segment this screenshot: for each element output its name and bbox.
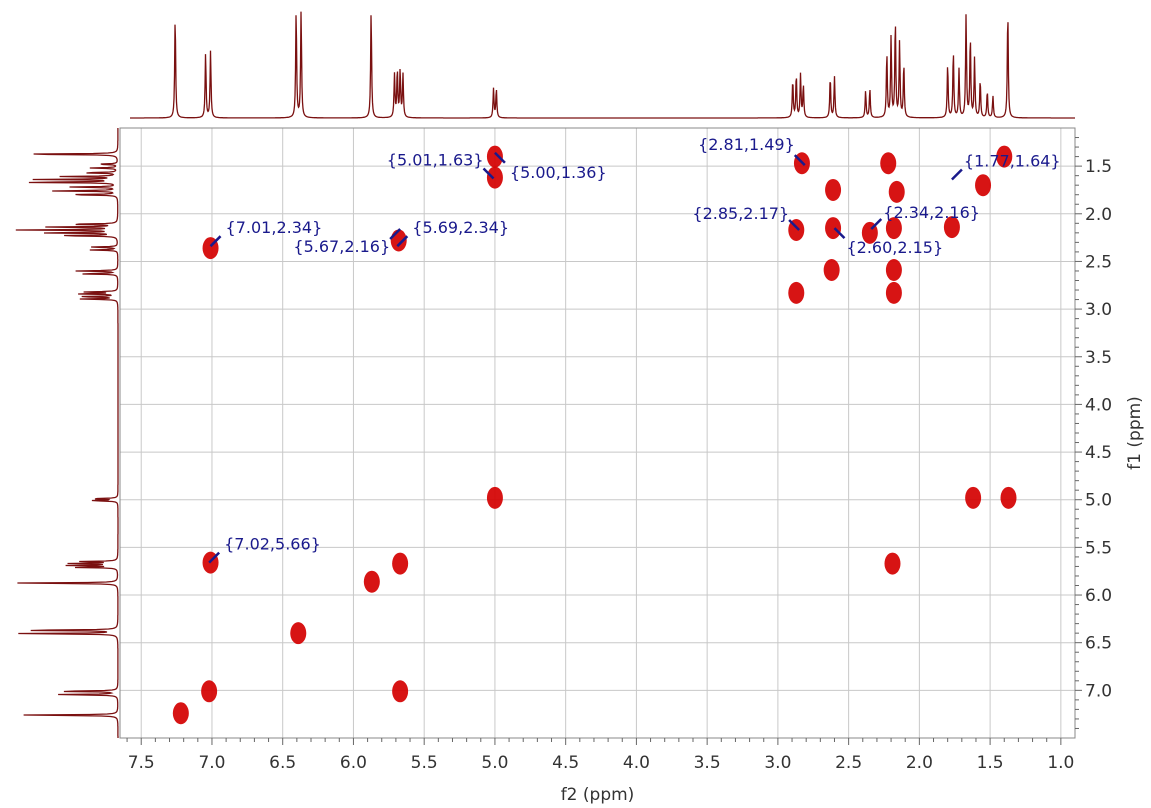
x-tick-label: 5.5: [411, 753, 438, 773]
annotation-pointer: [494, 151, 506, 164]
cross-peak: [825, 178, 842, 201]
y-tick-label: 7.0: [1085, 681, 1112, 701]
peak-annotations: {7.01,2.34} {5.69,2.34} {5.67,2.16} {5.01,1…: [208, 135, 1061, 564]
x-tick-label: 6.5: [269, 753, 296, 773]
cross-peak: [1000, 486, 1017, 509]
cross-peak: [486, 166, 503, 189]
annotation-label: {2.81,1.49}: [698, 135, 795, 154]
x-tick-label: 1.0: [1047, 753, 1074, 773]
y-tick-label: 4.5: [1085, 443, 1112, 463]
cross-peak: [201, 680, 218, 703]
y-tick-label: 5.0: [1085, 491, 1112, 511]
cross-peak: [486, 486, 503, 509]
annotation-label: {7.02,5.66}: [224, 535, 321, 554]
annotation-pointer: [833, 227, 846, 239]
y-tick-label: 1.5: [1085, 157, 1112, 177]
x-tick-label: 7.5: [128, 753, 155, 773]
annotation-label: {5.01,1.63}: [387, 151, 484, 170]
cross-peak: [788, 281, 805, 304]
annotation-label: {5.67,2.16}: [293, 237, 390, 256]
axis-ticks: 7.5 7.0 6.5 6.0 5.5 5.0 4.5 4.0 3.5 3.0 2.5 2.0 1.5 1…: [126, 137, 1112, 773]
y-tick-label: 3.5: [1085, 348, 1112, 368]
annotation-label: {1.77,1.64}: [964, 151, 1061, 170]
y-tick-label: 4.0: [1085, 395, 1112, 415]
grid-lines: [120, 128, 1075, 738]
cross-peak: [823, 259, 840, 282]
x-tick-label: 3.5: [694, 753, 721, 773]
x-tick-label: 4.0: [623, 753, 650, 773]
x-tick-label: 2.0: [906, 753, 933, 773]
top-1d-spectrum: [130, 11, 1075, 119]
annotation-label: {2.85,2.17}: [692, 204, 789, 223]
annotation-pointer: [396, 235, 409, 248]
x-tick-label: 7.0: [198, 753, 225, 773]
cross-peak: [392, 680, 409, 703]
annotation-label: {5.00,1.36}: [510, 163, 607, 182]
cross-peak: [885, 281, 902, 304]
cross-peak: [884, 552, 901, 575]
cross-peak: [888, 180, 905, 203]
annotation-label: {2.60,2.15}: [846, 238, 943, 257]
cross-peak: [825, 217, 842, 240]
annotation-pointer: [951, 168, 963, 181]
cross-peak: [885, 259, 902, 282]
cross-peak: [290, 622, 307, 645]
x-tick-label: 5.0: [481, 753, 508, 773]
x-tick-label: 1.5: [977, 753, 1004, 773]
y-tick-label: 5.5: [1085, 538, 1112, 558]
cross-peak: [943, 216, 960, 239]
y-tick-label: 6.0: [1085, 586, 1112, 606]
cross-peak: [880, 152, 897, 175]
y-tick-label: 6.5: [1085, 634, 1112, 654]
y-tick-label: 2.5: [1085, 252, 1112, 272]
annotation-label: {7.01,2.34}: [226, 218, 323, 237]
cross-peak: [996, 145, 1013, 168]
annotation-label: {2.34,2.16}: [883, 203, 980, 222]
x-tick-label: 3.0: [764, 753, 791, 773]
y-tick-label: 3.0: [1085, 300, 1112, 320]
cross-peaks: [172, 145, 1017, 725]
y-axis-title: f1 (ppm): [1125, 396, 1145, 470]
left-1d-spectrum: [15, 128, 119, 738]
cross-peak: [363, 570, 380, 593]
cross-peak: [172, 702, 189, 725]
annotation-pointer: [482, 167, 495, 180]
x-tick-label: 4.5: [552, 753, 579, 773]
annotation-pointer: [208, 551, 221, 564]
x-axis-title: f2 (ppm): [561, 785, 635, 805]
cross-peak: [975, 174, 992, 197]
cross-peak: [392, 552, 409, 575]
cross-peak: [965, 486, 982, 509]
cross-peak: [486, 145, 503, 168]
cross-peak: [885, 217, 902, 240]
x-tick-label: 2.5: [835, 753, 862, 773]
annotation-pointer: [389, 228, 402, 240]
annotation-pointer: [870, 218, 883, 230]
annotation-pointer: [793, 154, 806, 167]
annotation-pointer: [788, 219, 800, 231]
annotation-label: {5.69,2.34}: [412, 218, 509, 237]
x-tick-label: 6.0: [340, 753, 367, 773]
y-tick-label: 2.0: [1085, 205, 1112, 225]
annotation-pointer: [209, 235, 222, 248]
